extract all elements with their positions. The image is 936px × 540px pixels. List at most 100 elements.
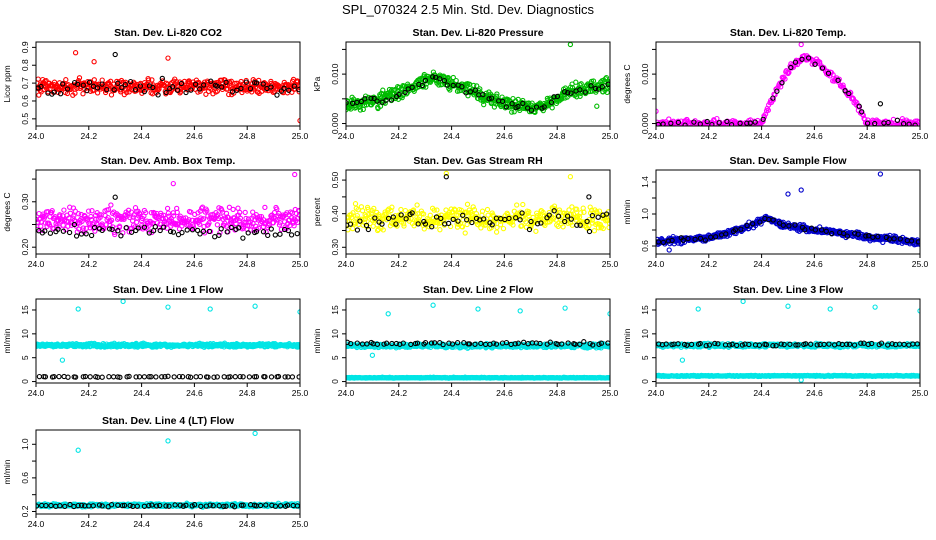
data-point [350,225,356,232]
data-point [533,104,540,110]
data-point [41,86,47,93]
data-point [581,209,587,215]
data-point [80,82,86,88]
data-point [245,230,251,236]
data-point [915,239,920,245]
data-point [479,208,486,214]
data-point [242,209,248,216]
data-point [825,70,832,76]
y-tick-label: 1.0 [640,208,650,220]
data-point [830,72,836,78]
data-point [99,81,105,87]
data-point [145,77,152,83]
data-point [295,342,300,348]
data-point [286,87,292,93]
data-point [660,239,667,246]
data-point [396,91,402,98]
data-point [161,224,167,230]
data-point [559,218,565,224]
data-point [76,75,83,81]
data-point [153,374,159,380]
data-point [143,209,149,216]
data-point [137,83,144,89]
data-point [584,218,590,225]
data-point [171,374,177,380]
data-point [462,230,468,236]
data-point [281,85,287,91]
data-point [542,222,548,229]
x-tick-label: 25.0 [602,259,619,269]
data-point [285,227,292,234]
y-tick-label: 0.7 [20,77,30,89]
data-point [157,227,163,234]
data-point [379,221,385,227]
y-tick-label: 1.4 [640,176,650,188]
data-point [146,230,152,236]
data-point [419,82,425,89]
data-point [165,55,171,61]
data-point [197,231,203,237]
data-point [366,215,373,221]
chart-title: Stan. Dev. Li-820 Temp. [730,27,846,39]
data-point [402,207,409,214]
data-point [660,121,666,126]
data-point [467,89,474,95]
x-tick-label: 25.0 [912,131,929,141]
x-tick-label: 24.4 [133,388,150,398]
data-point [792,59,799,65]
data-point [268,84,274,90]
data-point [237,373,243,380]
data-point [285,374,291,380]
data-point [445,74,451,81]
data-point [503,339,510,346]
y-tick-label: 0.30 [20,193,30,210]
data-point [422,77,429,84]
data-point [354,227,361,233]
data-point [271,88,278,95]
data-point [792,222,798,228]
data-point [398,212,404,218]
data-point [172,221,178,227]
data-point [469,219,475,226]
data-point [268,374,275,380]
data-points [346,302,610,381]
x-tick-label: 24.2 [701,259,718,269]
data-point [268,226,274,232]
data-point [362,96,368,102]
data-point [779,80,785,86]
data-point [490,340,497,346]
data-point [770,95,776,101]
data-point [680,237,686,243]
data-point [678,122,685,126]
data-point [524,105,531,111]
data-point [162,374,168,380]
data-point [403,216,409,222]
data-point [171,213,177,219]
data-point [849,95,856,101]
data-point [96,212,102,218]
data-point [193,374,199,380]
data-point [916,119,920,125]
data-point [588,83,594,89]
data-point [187,374,194,380]
data-point [92,228,98,234]
data-point [591,228,598,234]
data-point [480,91,486,98]
data-point [682,122,688,126]
data-point [510,95,516,102]
data-point [812,61,818,67]
y-tick-label: 0.010 [330,63,340,85]
data-point [449,341,456,347]
data-point [155,87,161,93]
data-point [291,223,297,229]
data-point [551,208,557,214]
data-point [546,212,552,218]
data-point [578,81,584,87]
data-point [205,374,211,380]
data-point [358,98,365,105]
x-tick-label: 24.4 [133,131,150,141]
x-tick-label: 24.0 [338,259,355,269]
data-point [450,74,456,81]
